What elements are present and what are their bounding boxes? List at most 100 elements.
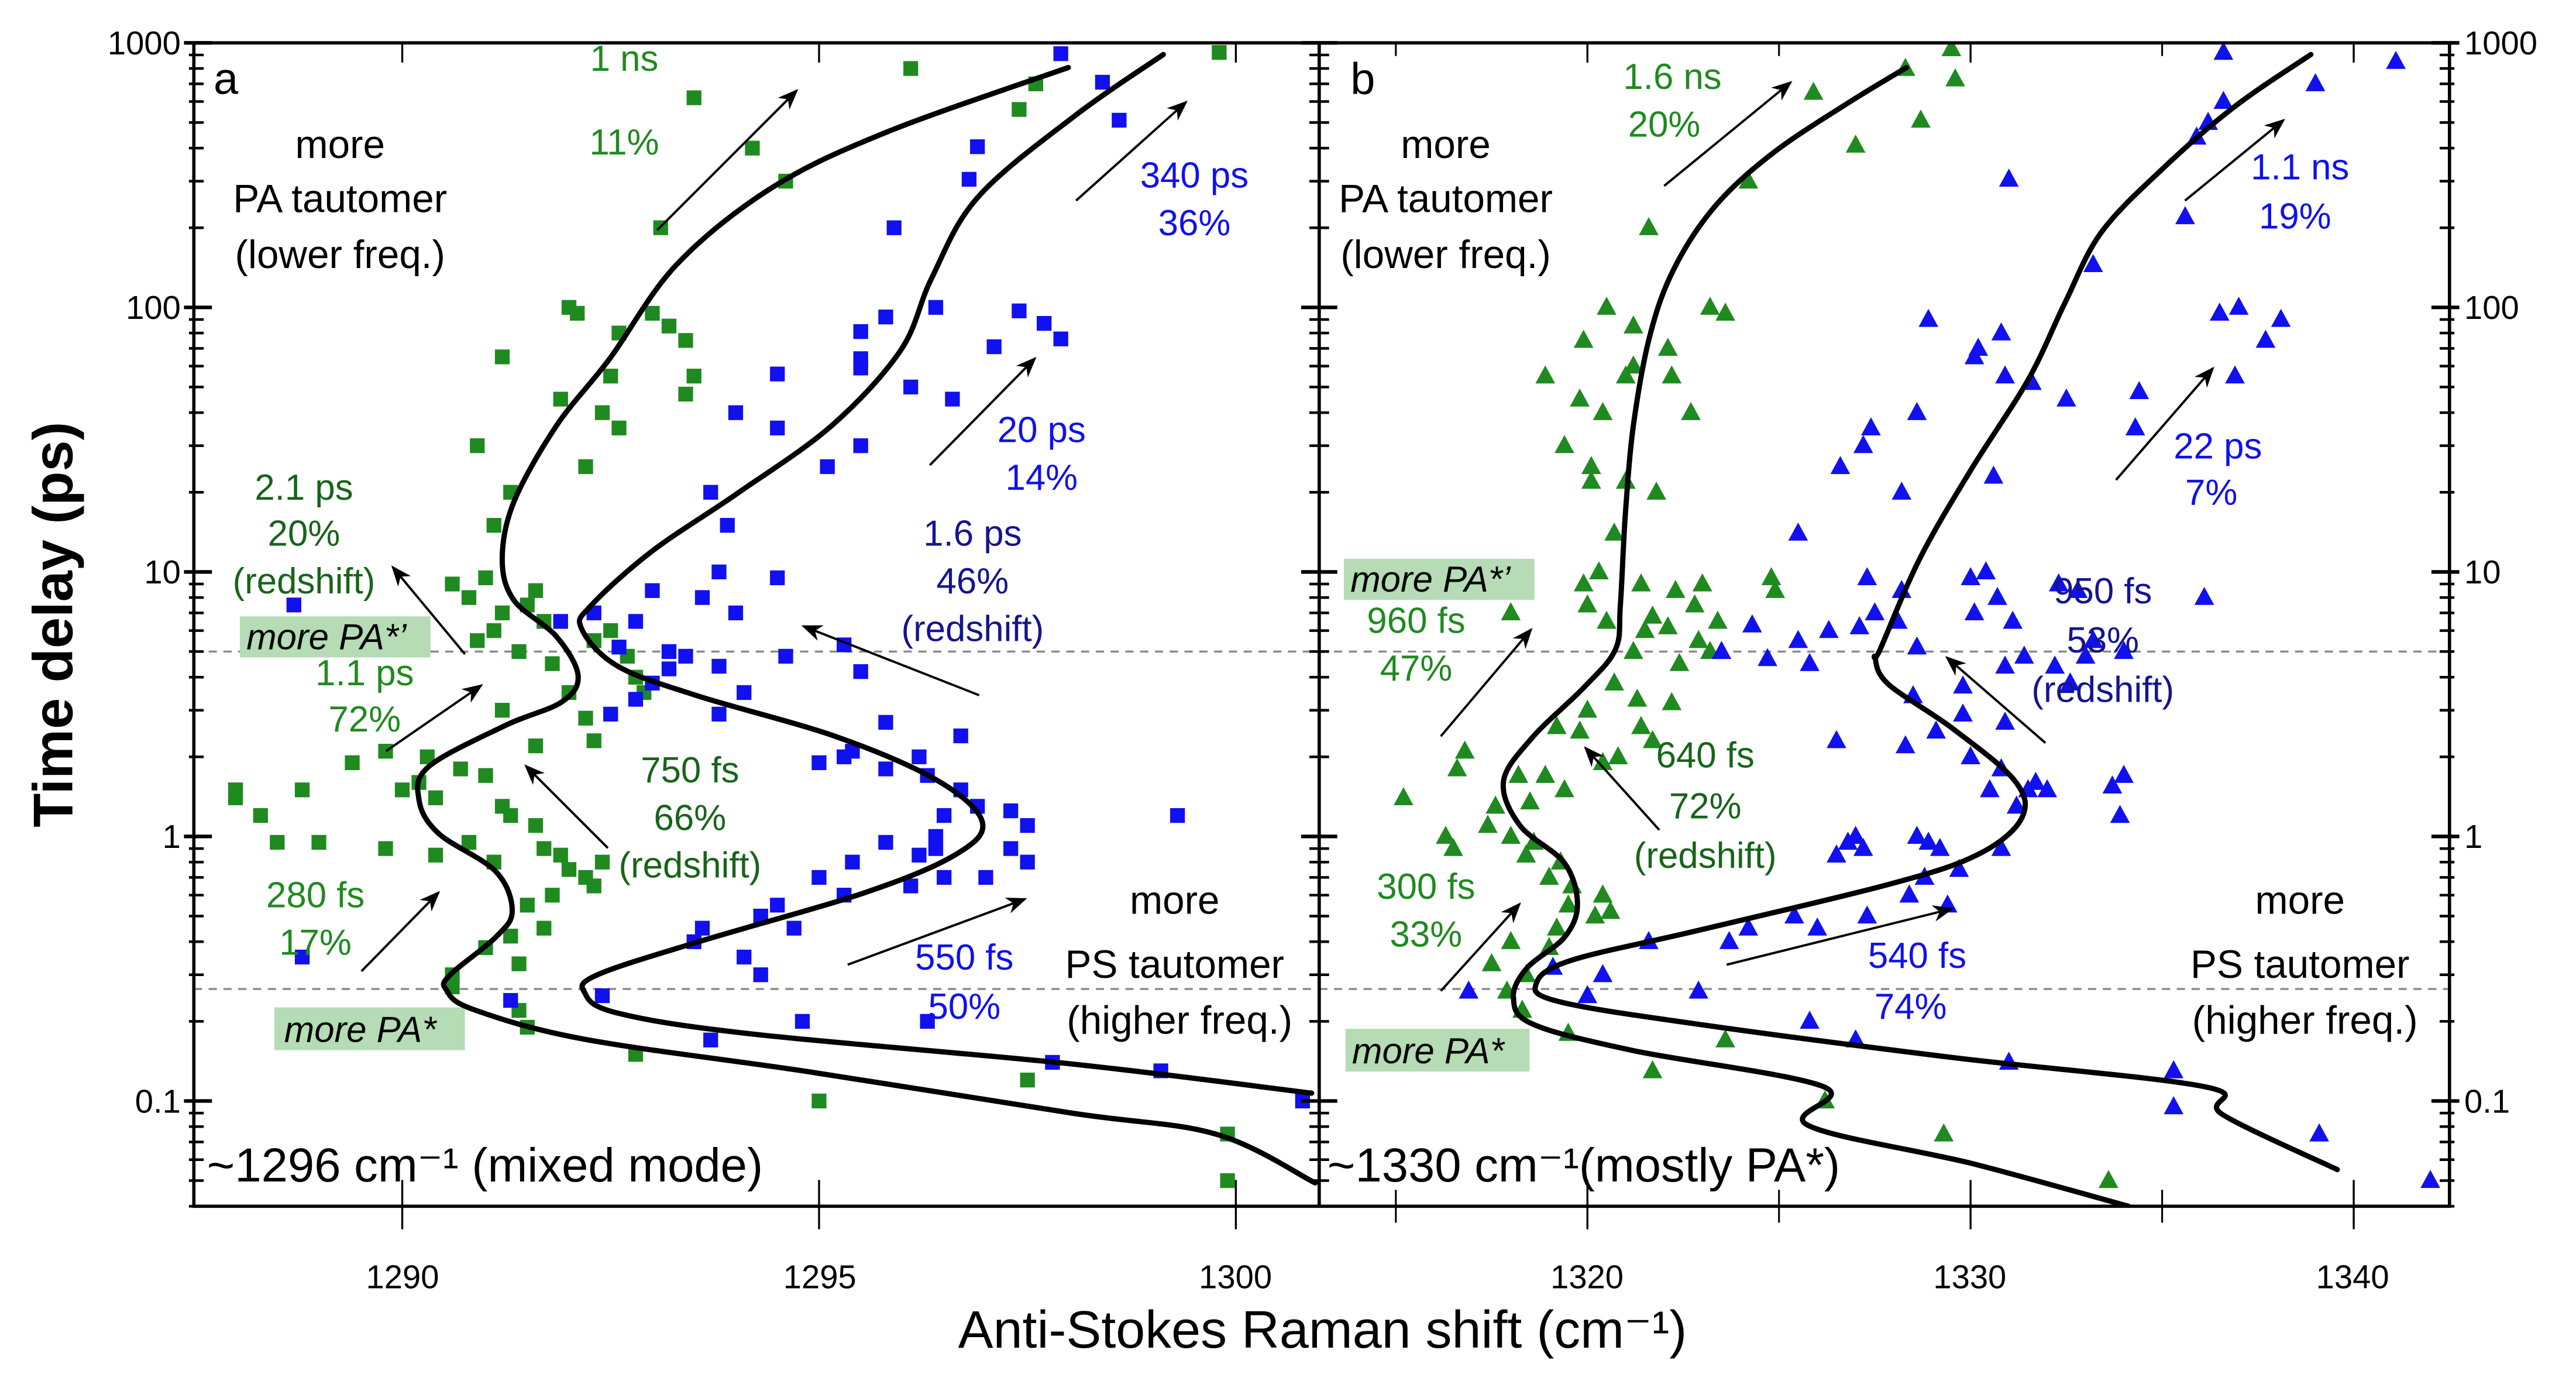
data-point-square bbox=[878, 834, 893, 850]
data-point-square bbox=[928, 300, 944, 315]
data-point-square bbox=[853, 438, 868, 454]
data-point-triangle bbox=[1593, 401, 1613, 420]
data-point-triangle bbox=[1631, 716, 1651, 734]
panel-a-box-lower: more PA* bbox=[274, 1007, 465, 1050]
data-point-square bbox=[711, 564, 727, 579]
data-point-square bbox=[878, 310, 893, 325]
data-point-square bbox=[528, 583, 544, 598]
annotation-line: 66% bbox=[654, 798, 727, 838]
data-point-triangle bbox=[1631, 573, 1651, 592]
data-point-square bbox=[461, 590, 477, 605]
data-point-square bbox=[445, 576, 460, 592]
data-point-square bbox=[678, 333, 693, 348]
annotation-line: PS tautomer bbox=[1065, 943, 1284, 987]
data-point-triangle bbox=[1738, 917, 1759, 936]
annotation-line: 540 fs bbox=[1868, 936, 1966, 976]
data-point-triangle bbox=[1995, 365, 2015, 384]
data-point-triangle bbox=[1761, 567, 1781, 586]
data-point-square bbox=[294, 949, 310, 965]
data-point-triangle bbox=[2045, 655, 2065, 674]
data-point-triangle bbox=[1681, 401, 1701, 420]
data-point-triangle bbox=[1708, 610, 1728, 629]
panel-letter: b bbox=[1350, 54, 1375, 104]
data-point-square bbox=[1037, 316, 1052, 331]
data-point-triangle bbox=[1394, 787, 1413, 805]
annotation-lower-region: more PS tautomer (higher freq.) bbox=[1065, 879, 1293, 1043]
annotation-line: 11% bbox=[590, 122, 659, 163]
annotation-line: 19% bbox=[2259, 197, 2331, 237]
annotation-line: 1.1 ns bbox=[2251, 147, 2349, 187]
arrow-icon bbox=[2184, 118, 2285, 202]
data-point-square bbox=[811, 870, 827, 885]
data-point-triangle bbox=[1501, 602, 1521, 621]
annotation-line: (higher freq.) bbox=[1067, 998, 1292, 1042]
data-point-square bbox=[270, 834, 285, 850]
data-point-triangle bbox=[1624, 355, 1643, 374]
data-point-triangle bbox=[1742, 614, 1762, 633]
data-point-triangle bbox=[1604, 672, 1624, 691]
data-point-square bbox=[594, 405, 610, 420]
y-tick-labels-left: 1000 100 10 1 0.1 bbox=[108, 25, 181, 1119]
data-point-square bbox=[1053, 46, 1068, 61]
data-point-square bbox=[1020, 854, 1035, 870]
data-point-square bbox=[694, 590, 710, 605]
data-point-triangle bbox=[2083, 630, 2103, 648]
data-point-square bbox=[553, 847, 568, 863]
data-point-triangle bbox=[1715, 1029, 1735, 1047]
data-point-triangle bbox=[1827, 730, 1846, 748]
data-point-square bbox=[745, 140, 760, 156]
annotation-line: 750 fs bbox=[641, 750, 739, 791]
annotation-line: (redshift) bbox=[902, 609, 1044, 649]
x-tick-label: 1290 bbox=[366, 1259, 439, 1296]
annotation-line: (lower freq.) bbox=[235, 233, 445, 277]
data-point-square bbox=[845, 854, 860, 870]
data-point-square bbox=[786, 920, 802, 936]
data-point-square bbox=[1112, 112, 1127, 128]
data-point-square bbox=[661, 644, 677, 659]
data-point-triangle bbox=[1961, 746, 1981, 764]
x-tick-label: 1330 bbox=[1933, 1259, 2006, 1296]
y-tick-label: 100 bbox=[2464, 289, 2519, 326]
annotation-line: 1 ns bbox=[590, 39, 659, 79]
data-point-square bbox=[728, 605, 744, 621]
annotation-line: 74% bbox=[1875, 987, 1947, 1027]
data-point-triangle bbox=[2110, 805, 2130, 823]
data-point-triangle bbox=[1907, 401, 1927, 420]
data-point-triangle bbox=[1983, 465, 2004, 484]
annotation-line: 300 fs bbox=[1377, 867, 1475, 907]
data-point-triangle bbox=[1624, 315, 1643, 334]
data-point-triangle bbox=[2068, 580, 2088, 598]
data-point-square bbox=[394, 782, 410, 798]
data-point-triangle bbox=[1964, 602, 1985, 621]
data-point-square bbox=[228, 790, 243, 805]
data-point-triangle bbox=[1830, 456, 1851, 475]
data-point-square bbox=[486, 623, 501, 638]
annotation-blue-fast: 540 fs 74% bbox=[1868, 936, 1966, 1027]
data-point-square bbox=[378, 841, 393, 856]
data-point-triangle bbox=[1800, 1011, 1820, 1029]
data-point-square bbox=[628, 692, 644, 707]
annotation-green-redshift-fast: 750 fs 66% (redshift) bbox=[619, 750, 762, 886]
panel-a-title: ~1296 cm⁻¹ (mixed mode) bbox=[207, 1139, 763, 1192]
data-point-square bbox=[528, 818, 544, 833]
box-label: more PA* bbox=[1352, 1031, 1505, 1071]
annotation-blue-redshift: 950 fs 53% (redshift) bbox=[2031, 571, 2174, 710]
data-point-square bbox=[903, 61, 919, 76]
data-point-square bbox=[945, 391, 960, 407]
data-point-triangle bbox=[1995, 712, 2015, 730]
arrow-icon bbox=[385, 684, 483, 753]
data-point-square bbox=[545, 656, 560, 671]
arrow-icon bbox=[1726, 905, 1954, 966]
data-point-square bbox=[903, 379, 919, 395]
data-point-triangle bbox=[1593, 884, 1613, 903]
data-point-triangle bbox=[2060, 672, 2080, 691]
data-point-triangle bbox=[2420, 1170, 2440, 1188]
data-point-square bbox=[594, 988, 610, 1004]
data-point-square bbox=[920, 1014, 935, 1029]
annotation-blue-fast: 550 fs 50% bbox=[915, 937, 1013, 1027]
arrow-icon bbox=[801, 625, 980, 696]
data-point-triangle bbox=[2003, 610, 2023, 629]
arrow-icon bbox=[1663, 81, 1793, 187]
data-point-triangle bbox=[2099, 1170, 2118, 1188]
data-point-square bbox=[778, 648, 793, 664]
